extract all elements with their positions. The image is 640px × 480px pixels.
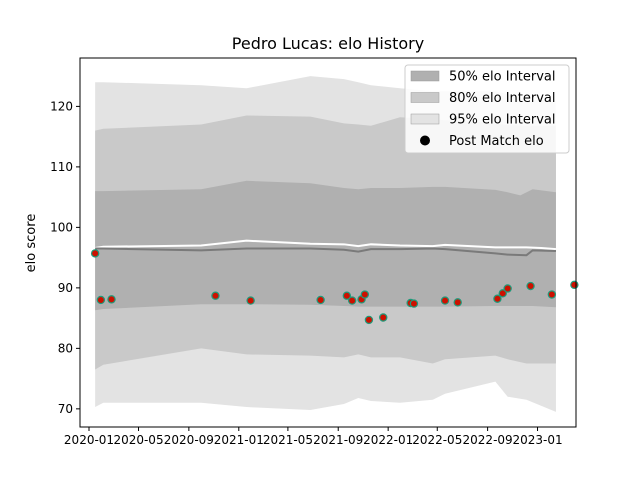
post-match-point <box>90 249 100 258</box>
post-match-point <box>342 291 352 300</box>
legend-marker <box>420 135 430 146</box>
legend-label: 80% elo Interval <box>449 91 556 106</box>
legend-label: Post Match elo <box>449 134 544 149</box>
post-match-point <box>440 296 450 305</box>
line-elo-median <box>95 247 556 257</box>
post-match-point <box>453 298 462 307</box>
line-elo <box>94 239 557 251</box>
post-match-point <box>211 291 220 300</box>
x-tick-label: 2020-09 <box>164 433 214 447</box>
legend-swatch <box>410 92 440 103</box>
chart-title: Pedro Lucas: elo History <box>232 34 424 53</box>
post-match-point <box>503 284 512 293</box>
axes-frame <box>79 57 577 428</box>
post-match-point <box>379 313 388 322</box>
x-tick-label: 2022-01 <box>363 433 413 447</box>
post-match-point <box>96 295 106 305</box>
post-match-point <box>246 296 255 305</box>
y-tick-label: 80 <box>58 341 73 355</box>
legend-box <box>404 64 570 154</box>
y-tick-label: 70 <box>58 402 73 416</box>
x-tick-label: 2020-01 <box>64 433 114 447</box>
x-tick-label: 2022-05 <box>412 433 462 447</box>
legend: 50% elo Interval 80% elo Interval 95% elo … <box>404 64 570 154</box>
post-match-point <box>107 295 116 304</box>
y-tick-label: 90 <box>58 281 73 295</box>
legend-label: 50% elo Interval <box>449 70 556 85</box>
x-tick-label: 2020-05 <box>113 433 163 447</box>
post-match-point <box>493 294 502 303</box>
legend-swatch <box>410 113 440 125</box>
x-tick-label: 2021-05 <box>263 433 313 447</box>
legend-swatch <box>410 70 440 82</box>
post-match-point <box>360 290 370 299</box>
x-tick-label: 2021-01 <box>214 433 264 447</box>
y-axis-label: elo score <box>24 214 39 273</box>
post-match-point <box>316 295 325 305</box>
x-tick-label: 2022-09 <box>463 433 513 447</box>
x-tick-label: 2023-01 <box>512 433 562 447</box>
post-match-point <box>526 281 535 291</box>
post-match-point <box>547 290 557 299</box>
y-tick-label: 120 <box>50 99 73 113</box>
post-match-point <box>498 289 507 298</box>
post-match-point <box>347 296 357 305</box>
post-match-point <box>364 315 374 325</box>
y-tick-label: 110 <box>50 160 73 174</box>
post-match-point <box>409 299 419 308</box>
x-tick-label: 2021-09 <box>313 433 363 447</box>
legend-label: 95% elo Interval <box>449 113 556 128</box>
y-tick-label: 100 <box>50 220 73 234</box>
post-match-point <box>570 280 579 290</box>
band-3 <box>95 180 556 311</box>
plot-area <box>90 76 579 412</box>
